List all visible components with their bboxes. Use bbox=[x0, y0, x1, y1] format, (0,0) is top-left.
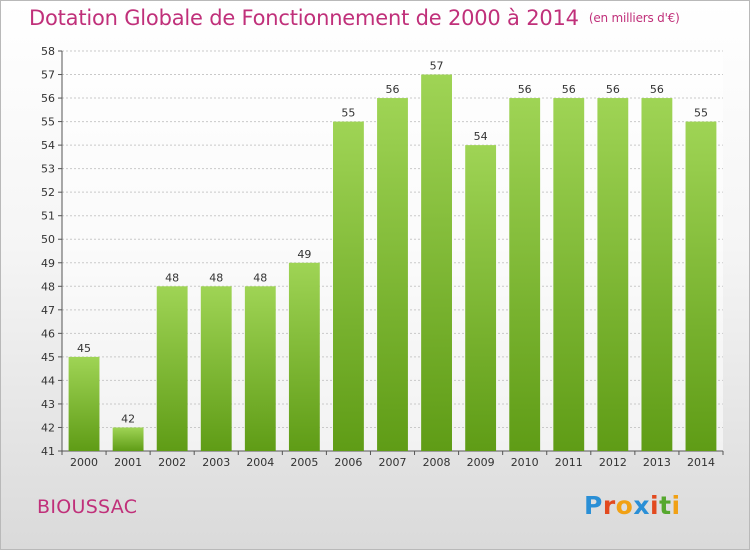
bar bbox=[244, 286, 276, 451]
y-tick-label: 41 bbox=[41, 445, 55, 458]
logo-letter: t bbox=[659, 491, 672, 520]
logo-letter: x bbox=[633, 491, 650, 520]
bar bbox=[288, 262, 320, 451]
y-tick-label: 54 bbox=[41, 139, 55, 152]
bar bbox=[553, 98, 585, 451]
y-tick-label: 51 bbox=[41, 210, 55, 223]
y-tick-label: 46 bbox=[41, 327, 55, 340]
bar bbox=[597, 98, 629, 451]
bar bbox=[156, 286, 188, 451]
x-tick-label: 2005 bbox=[290, 456, 318, 469]
y-tick-label: 43 bbox=[41, 398, 55, 411]
data-label: 48 bbox=[253, 271, 267, 284]
bar bbox=[421, 74, 452, 451]
x-tick-label: 2009 bbox=[467, 456, 495, 469]
bar bbox=[112, 427, 144, 451]
bar bbox=[377, 98, 408, 451]
y-tick-label: 47 bbox=[41, 304, 55, 317]
data-label: 48 bbox=[165, 271, 179, 284]
data-label: 42 bbox=[121, 412, 135, 425]
x-tick-label: 2012 bbox=[599, 456, 627, 469]
bar bbox=[641, 98, 673, 451]
data-label: 49 bbox=[297, 248, 311, 261]
x-tick-label: 2006 bbox=[334, 456, 362, 469]
data-label: 48 bbox=[209, 271, 223, 284]
chart-title-text: Dotation Globale de Fonctionnement de 20… bbox=[29, 6, 579, 30]
y-tick-label: 50 bbox=[41, 233, 55, 246]
y-tick-label: 44 bbox=[41, 374, 55, 387]
data-label: 56 bbox=[386, 83, 400, 96]
x-tick-label: 2013 bbox=[643, 456, 671, 469]
x-tick-label: 2008 bbox=[423, 456, 451, 469]
x-tick-label: 2001 bbox=[114, 456, 142, 469]
bar bbox=[509, 98, 541, 451]
data-label: 55 bbox=[341, 107, 355, 120]
data-label: 57 bbox=[430, 60, 444, 73]
y-tick-label: 57 bbox=[41, 69, 55, 82]
chart-unit: (en milliers d'€) bbox=[588, 11, 680, 25]
y-tick-label: 48 bbox=[41, 280, 55, 293]
bar bbox=[333, 121, 364, 452]
x-tick-label: 2010 bbox=[511, 456, 539, 469]
data-label: 55 bbox=[694, 107, 708, 120]
y-tick-label: 45 bbox=[41, 351, 55, 364]
x-tick-label: 2007 bbox=[379, 456, 407, 469]
y-tick-label: 52 bbox=[41, 186, 55, 199]
chart-title: Dotation Globale de Fonctionnement de 20… bbox=[29, 6, 680, 30]
y-tick-label: 55 bbox=[41, 116, 55, 129]
logo-letter: i bbox=[650, 491, 660, 520]
bar bbox=[200, 286, 232, 451]
logo-letter: o bbox=[615, 491, 634, 520]
data-label: 56 bbox=[606, 83, 620, 96]
x-tick-label: 2002 bbox=[158, 456, 186, 469]
x-tick-label: 2004 bbox=[246, 456, 274, 469]
commune-name: BIOUSSAC bbox=[37, 496, 138, 518]
logo-letter: i bbox=[671, 491, 681, 520]
y-tick-label: 42 bbox=[41, 421, 55, 434]
x-tick-label: 2014 bbox=[687, 456, 715, 469]
logo-letter: P bbox=[584, 491, 603, 520]
x-tick-label: 2003 bbox=[202, 456, 230, 469]
x-tick-label: 2000 bbox=[70, 456, 98, 469]
bar bbox=[685, 121, 717, 452]
logo-letter: r bbox=[602, 491, 616, 520]
data-label: 45 bbox=[77, 342, 91, 355]
data-label: 54 bbox=[474, 130, 488, 143]
data-label: 56 bbox=[518, 83, 532, 96]
bar bbox=[465, 145, 497, 451]
data-label: 56 bbox=[650, 83, 664, 96]
x-tick-label: 2011 bbox=[555, 456, 583, 469]
proxiti-logo: Proxiti bbox=[584, 491, 681, 520]
y-tick-label: 56 bbox=[41, 92, 55, 105]
y-tick-label: 49 bbox=[41, 257, 55, 270]
y-tick-label: 53 bbox=[41, 163, 55, 176]
bar bbox=[68, 356, 100, 451]
y-tick-label: 58 bbox=[41, 45, 55, 58]
data-label: 56 bbox=[562, 83, 576, 96]
